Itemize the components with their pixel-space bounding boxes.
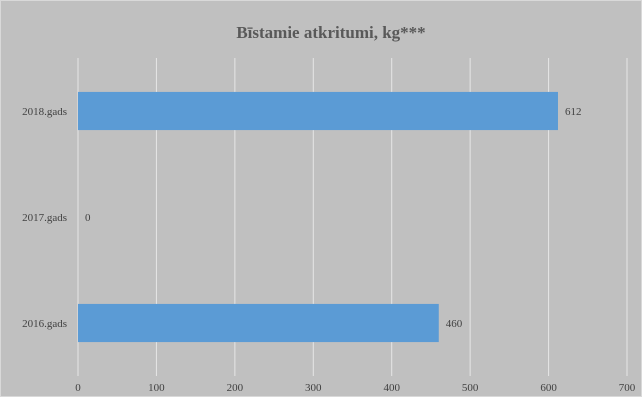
x-tick-label: 400 [383,382,400,394]
x-tick-label: 200 [227,382,244,394]
bars [78,91,558,343]
data-label: 0 [85,212,91,224]
labels: 0 100 200 300 400 500 600 700 2016.gads 460 2017.g… [22,106,636,394]
x-tick-label: 100 [148,382,165,394]
x-tick-label: 300 [305,382,322,394]
x-tick-label: 700 [619,382,636,394]
chart-title: Bīstamie atkritumi, kg*** [236,23,425,42]
category-label: 2017.gads [22,212,67,224]
bar-2016.gads [78,303,439,343]
data-label: 460 [446,318,463,330]
x-tick-label: 500 [462,382,479,394]
category-label: 2018.gads [22,106,67,118]
bar-2018.gads [78,91,558,131]
data-label: 612 [565,106,582,118]
category-label: 2016.gads [22,318,67,330]
x-tick-label: 0 [75,382,81,394]
x-tick-label: 600 [540,382,557,394]
